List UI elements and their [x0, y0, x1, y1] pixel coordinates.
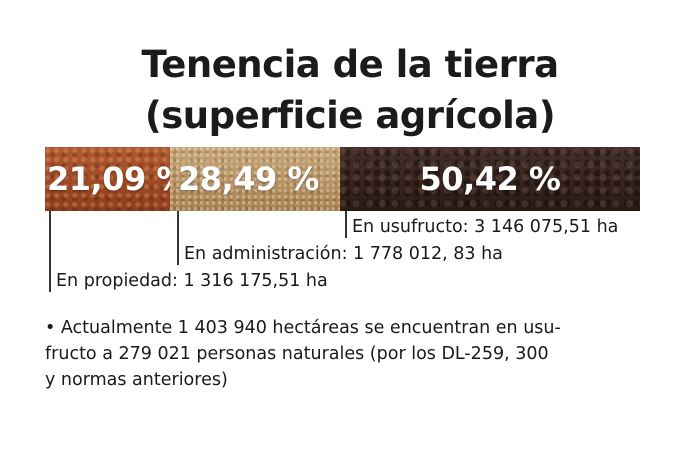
- value-label-usufructo: 50,42 %: [419, 160, 561, 198]
- annotation-administracion: En administración: 1 778 012, 83 ha: [184, 244, 503, 264]
- chart-title: Tenencia de la tierra: [141, 43, 559, 86]
- annotation-usufructo: En usufructo: 3 146 075,51 ha: [352, 217, 619, 237]
- annotation-connector: [177, 211, 179, 265]
- annotation-connector: [345, 211, 347, 238]
- bar-segment-propiedad: [45, 147, 170, 211]
- annotation-propiedad: En propiedad: 1 316 175,51 ha: [56, 271, 328, 291]
- value-label-propiedad: 21,09 %: [47, 160, 188, 198]
- stacked-bar: 21,09 % 28,49 % 50,42 %: [45, 147, 640, 211]
- footnote: • Actualmente 1 403 940 hectáreas se enc…: [45, 315, 635, 393]
- bar-segment-administracion: [170, 147, 340, 211]
- footnote-line: y normas anteriores): [45, 370, 228, 390]
- value-label-administracion: 28,49 %: [178, 160, 319, 198]
- annotation-connector: [49, 211, 51, 292]
- footnote-line: • Actualmente 1 403 940 hectáreas se enc…: [45, 318, 561, 338]
- chart-subtitle: (superficie agrícola): [144, 94, 556, 137]
- footnote-line: fructo a 279 021 personas naturales (por…: [45, 344, 549, 364]
- bar-segment-usufructo: [340, 147, 640, 211]
